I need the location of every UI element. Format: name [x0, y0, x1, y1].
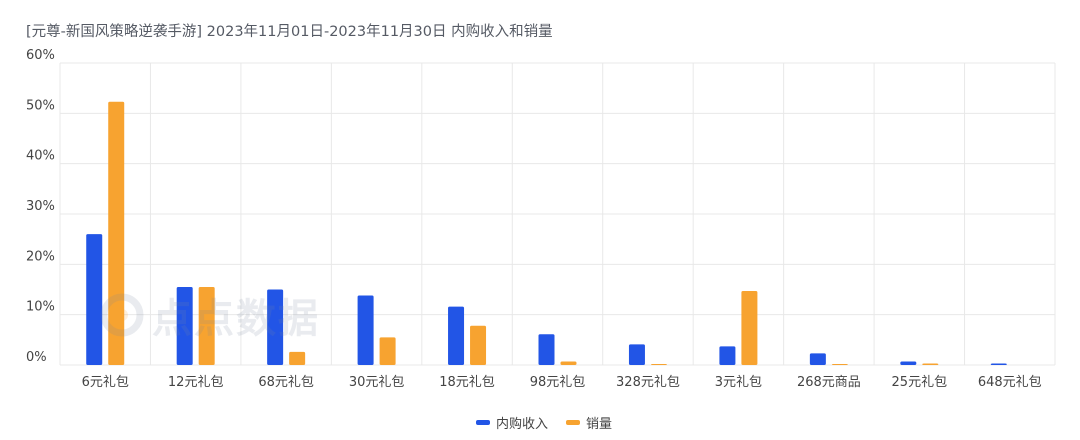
- x-axis-ticks: 6元礼包 12元礼包 68元礼包 30元礼包 18元礼包 98元礼包 328元礼包 3元礼包 2…: [82, 374, 1042, 390]
- bar-sales[interactable]: [289, 351, 306, 365]
- x-tick-label: 3元礼包: [715, 374, 762, 390]
- x-tick-label: 12元礼包: [168, 374, 224, 390]
- x-tick-label: 98元礼包: [530, 374, 586, 390]
- y-tick-label: 60%: [26, 48, 55, 63]
- bar-income[interactable]: [448, 306, 465, 365]
- bar-sales[interactable]: [470, 325, 487, 365]
- y-tick-label: 40%: [26, 149, 55, 164]
- x-tick-label: 68元礼包: [258, 374, 314, 390]
- x-tick-label: 6元礼包: [82, 374, 129, 390]
- legend-swatch-income: [476, 420, 490, 425]
- bar-income[interactable]: [990, 363, 1007, 365]
- bar-income[interactable]: [809, 353, 826, 365]
- bar-sales[interactable]: [108, 101, 125, 366]
- bar-income[interactable]: [86, 234, 103, 365]
- legend: 内购收入 销量: [476, 413, 612, 432]
- bar-chart: 0% 10% 20% 30% 40% 50% 60% 6元礼包 12元礼包 68元礼包 30元礼包…: [26, 48, 1056, 390]
- bars: [86, 101, 1007, 366]
- bar-income[interactable]: [538, 334, 555, 365]
- bar-sales[interactable]: [560, 361, 577, 365]
- legend-swatch-sales: [566, 420, 581, 425]
- y-tick-label: 20%: [26, 249, 55, 264]
- y-tick-label: 50%: [26, 98, 55, 113]
- bar-sales[interactable]: [831, 364, 848, 365]
- x-tick-label: 268元商品: [797, 375, 861, 390]
- y-tick-label: 0%: [26, 350, 47, 365]
- x-tick-label: 648元礼包: [978, 374, 1042, 390]
- x-tick-label: 18元礼包: [439, 374, 495, 390]
- legend-label-sales: 销量: [586, 417, 613, 432]
- bar-income[interactable]: [719, 346, 736, 365]
- bar-sales[interactable]: [922, 363, 939, 365]
- legend-item-sales[interactable]: 销量: [566, 413, 612, 432]
- chart-title: [元尊-新国风策略逆袭手游] 2023年11月01日-2023年11月30日 内…: [26, 24, 553, 40]
- bar-sales[interactable]: [198, 286, 215, 365]
- bar-sales[interactable]: [379, 337, 396, 365]
- y-tick-label: 10%: [26, 300, 55, 315]
- grid-lines: [59, 62, 1056, 366]
- bar-income[interactable]: [176, 286, 193, 365]
- y-tick-label: 30%: [26, 199, 55, 214]
- x-tick-label: 328元礼包: [616, 374, 680, 390]
- bar-sales[interactable]: [650, 364, 667, 365]
- bar-income[interactable]: [357, 295, 374, 365]
- x-tick-label: 25元礼包: [892, 374, 948, 390]
- legend-label-income: 内购收入: [496, 417, 549, 432]
- legend-item-income[interactable]: 内购收入: [476, 413, 548, 432]
- bar-income[interactable]: [628, 344, 645, 365]
- bar-income[interactable]: [900, 361, 917, 365]
- x-tick-label: 30元礼包: [349, 374, 405, 390]
- bar-income[interactable]: [267, 289, 284, 366]
- y-axis-ticks: 0% 10% 20% 30% 40% 50% 60%: [26, 48, 55, 365]
- bar-sales[interactable]: [741, 291, 758, 365]
